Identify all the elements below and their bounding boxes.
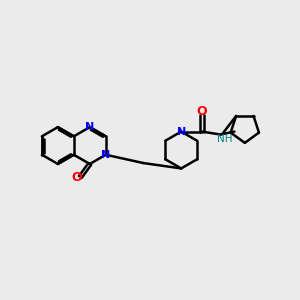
Text: N: N xyxy=(85,122,94,132)
Text: NH: NH xyxy=(217,134,233,144)
Text: N: N xyxy=(177,127,186,136)
Text: O: O xyxy=(197,105,207,118)
Text: O: O xyxy=(71,171,82,184)
Text: N: N xyxy=(101,150,110,160)
